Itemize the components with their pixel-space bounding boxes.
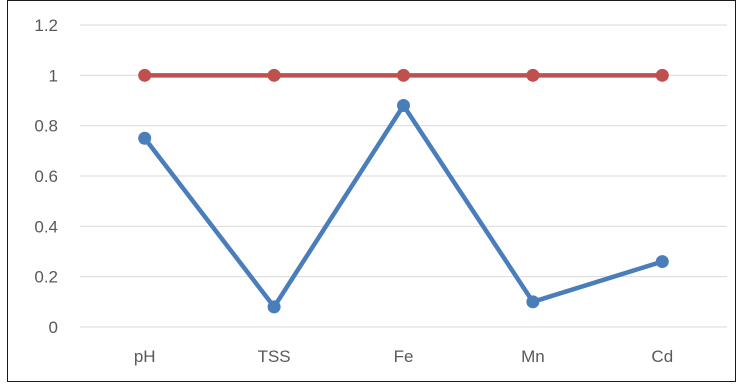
series-1-point <box>526 295 540 309</box>
series-2-point <box>526 68 540 82</box>
chart-frame <box>7 0 736 382</box>
series-2-point <box>138 68 152 82</box>
x-tick-label: pH <box>134 347 156 366</box>
y-tick-label: 0.4 <box>34 217 58 236</box>
x-axis-tick-labels: pH TSS Fe Mn Cd <box>134 347 673 366</box>
series-1-point <box>655 255 669 269</box>
y-tick-label: 0.8 <box>34 117 58 136</box>
y-tick-label: 1.2 <box>34 16 58 35</box>
x-tick-label: Fe <box>394 347 414 366</box>
series-2-point <box>397 68 410 82</box>
y-axis-tick-labels: 0 0.2 0.4 0.6 0.8 1 1.2 <box>34 16 58 337</box>
series-2-point <box>655 68 669 82</box>
y-tick-label: 1 <box>49 66 58 85</box>
series-1-point <box>138 131 152 145</box>
y-tick-label: 0.6 <box>34 167 58 186</box>
series-2-point <box>267 68 281 82</box>
x-tick-label: TSS <box>258 347 291 366</box>
x-tick-label: Cd <box>651 347 673 366</box>
series-markers <box>138 68 669 314</box>
series-1-point <box>267 300 281 314</box>
x-tick-label: Mn <box>521 347 545 366</box>
y-tick-label: 0 <box>49 318 58 337</box>
y-tick-label: 0.2 <box>34 268 58 287</box>
series-1-point <box>397 99 410 113</box>
